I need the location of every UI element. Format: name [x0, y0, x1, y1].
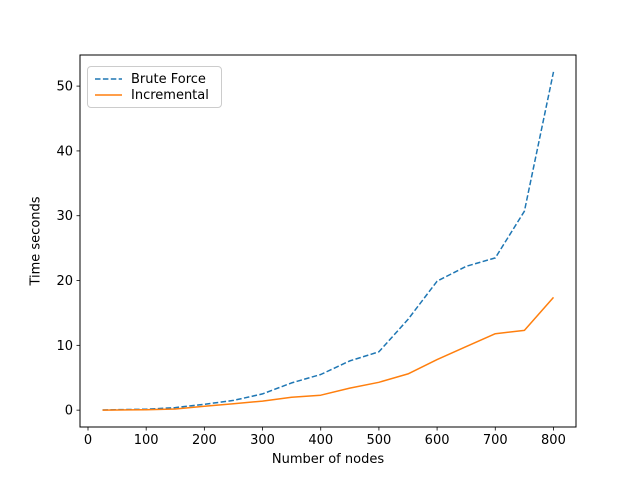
dashed-line-sample-icon: [95, 78, 122, 80]
x-tick-label: 100: [134, 433, 159, 448]
legend: Brute Force Incremental: [87, 66, 222, 108]
y-axis-label: Time seconds: [28, 196, 44, 286]
x-tick-label: 300: [250, 433, 275, 448]
x-tick-label: 500: [366, 433, 391, 448]
legend-item-incremental: Incremental: [94, 87, 213, 103]
legend-label-incremental: Incremental: [131, 87, 209, 103]
y-tick-label: 30: [56, 209, 73, 224]
x-tick-label: 400: [308, 433, 333, 448]
y-tick-label: 0: [65, 404, 73, 419]
x-tick-label: 800: [541, 433, 566, 448]
y-tick-label: 50: [56, 80, 73, 95]
y-tick-label: 20: [56, 274, 73, 289]
y-tick-label: 40: [56, 144, 73, 159]
series-line-incremental: [102, 296, 555, 411]
x-tick-label: 200: [192, 433, 217, 448]
legend-item-brute-force: Brute Force: [94, 71, 213, 87]
plot-frame: [79, 54, 577, 428]
x-tick-label: 0: [84, 433, 92, 448]
x-tick-label: 600: [425, 433, 450, 448]
x-axis-label: Number of nodes: [271, 452, 385, 467]
legend-label-brute-force: Brute Force: [131, 71, 206, 87]
series-line-brute-force: [102, 71, 555, 411]
solid-line-sample-icon: [95, 94, 122, 96]
y-tick-label: 10: [56, 339, 73, 354]
x-tick-label: 700: [483, 433, 508, 448]
